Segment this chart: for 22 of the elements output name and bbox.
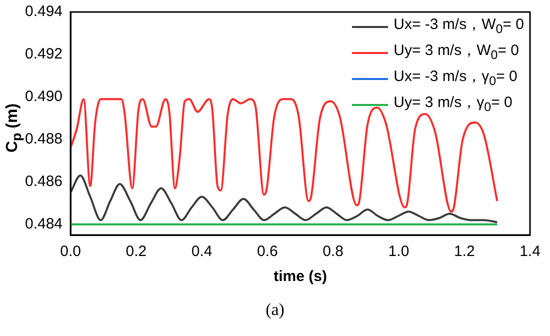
x-tick-label: 1.4	[520, 243, 540, 260]
text: (a)	[264, 300, 286, 320]
x-tick-label: 1.0	[388, 243, 410, 260]
x-tick-label: 0.0	[60, 243, 81, 260]
x-tick-label: 0.2	[126, 243, 147, 260]
legend-label: Uy= 3 m/s，W$_{0}$= 0	[394, 41, 519, 64]
x-tick-label: 0.6	[257, 243, 278, 260]
y-tick-label: 0.492	[24, 46, 63, 63]
y-tick-label: 0.490	[24, 88, 63, 106]
y-tick-label: 0.484	[24, 216, 63, 233]
line-series	[70, 98, 498, 213]
x-tick-label: 0.4	[191, 243, 212, 260]
y-tick-label: 0.486	[24, 173, 63, 190]
x-tick-label: 1.2	[454, 243, 475, 260]
x-tick-label: 0.8	[322, 243, 344, 260]
x-axis-title: time (s)	[274, 268, 327, 286]
legend-label: Ux= -3 m/s，W$_{0}$= 0	[394, 15, 524, 38]
y-tick-label: 0.494	[24, 3, 63, 20]
legend-label: Ux= -3 m/s，γ$_{0}$= 0	[394, 67, 518, 90]
line-series	[70, 174, 498, 224]
y-tick-label: 0.488	[24, 130, 63, 148]
legend-label: Uy= 3 m/s，γ$_{0}$= 0	[394, 93, 512, 116]
